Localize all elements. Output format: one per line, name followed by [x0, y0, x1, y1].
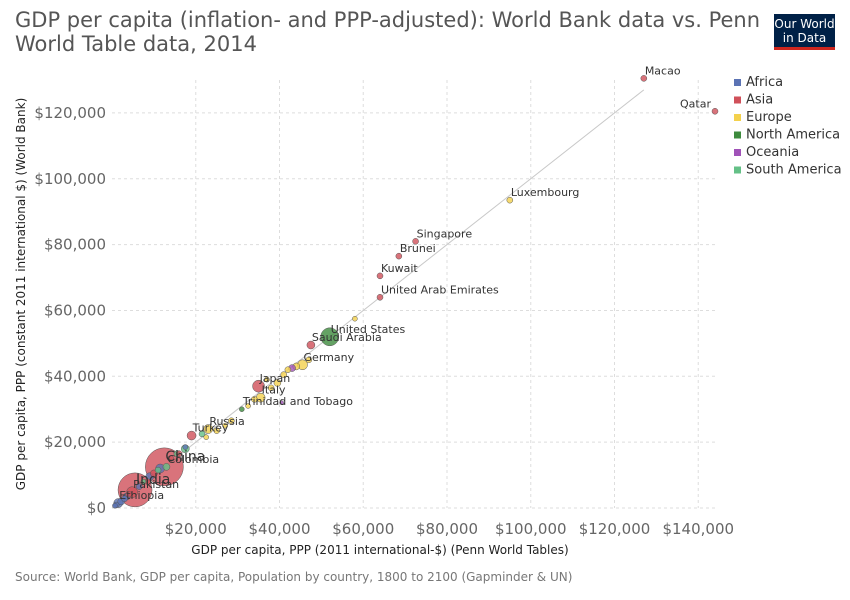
data-point[interactable] — [252, 379, 265, 393]
x-tick-label: $20,000 — [165, 520, 227, 538]
y-tick-label: $120,000 — [34, 104, 106, 122]
data-point[interactable] — [273, 379, 282, 387]
data-point[interactable] — [162, 463, 171, 471]
point-label: Colombia — [167, 453, 219, 466]
data-point[interactable] — [167, 455, 174, 462]
owid-logo[interactable]: Our World in Data — [774, 14, 835, 50]
legend-label[interactable]: Oceania — [746, 145, 799, 160]
source-note: Source: World Bank, GDP per capita, Popu… — [15, 570, 573, 584]
data-point[interactable] — [239, 406, 245, 412]
data-point[interactable] — [376, 294, 384, 301]
data-point[interactable] — [121, 495, 128, 503]
legend[interactable]: Africa Asia Europe North America Oceania Sout… — [734, 75, 842, 178]
point-label: Qatar — [680, 97, 711, 110]
data-point[interactable] — [395, 252, 403, 260]
data-point[interactable] — [284, 366, 292, 373]
legend-swatch[interactable] — [734, 149, 741, 156]
point-label: United Arab Emirates — [381, 283, 499, 296]
x-tick-label: $60,000 — [332, 520, 394, 538]
data-point[interactable] — [203, 424, 214, 434]
data-point[interactable] — [305, 356, 313, 364]
data-point[interactable] — [125, 490, 132, 498]
legend-label[interactable]: South America — [746, 163, 842, 178]
data-point[interactable] — [711, 108, 719, 115]
point-label: Germany — [304, 351, 355, 364]
x-tick-label: $40,000 — [248, 520, 310, 538]
x-axis-ticks: $20,000 $40,000 $60,000 $80,000 $100,000 $120… — [165, 520, 734, 538]
data-point[interactable] — [412, 238, 419, 245]
data-point[interactable] — [135, 483, 143, 490]
legend-swatch[interactable] — [734, 166, 741, 174]
data-point[interactable] — [245, 403, 251, 409]
legend-label[interactable]: North America — [746, 128, 840, 143]
legend-label[interactable]: Africa — [746, 75, 783, 90]
data-point[interactable] — [279, 400, 284, 405]
point-label: China — [165, 449, 205, 465]
data-point[interactable] — [198, 430, 206, 438]
x-axis-label: GDP per capita, PPP (2011 international-… — [191, 543, 568, 557]
y-tick-label: $0 — [87, 499, 106, 517]
y-tick-label: $80,000 — [44, 236, 106, 254]
data-point[interactable] — [376, 272, 384, 280]
legend-label[interactable]: Asia — [746, 93, 773, 108]
data-point[interactable] — [228, 417, 235, 425]
data-point[interactable] — [112, 502, 118, 509]
data-point[interactable] — [264, 376, 270, 383]
point-label: Japan — [259, 372, 291, 385]
y-tick-label: $20,000 — [44, 433, 106, 451]
data-point[interactable] — [352, 315, 358, 322]
legend-swatch[interactable] — [734, 114, 741, 121]
point-label: Italy — [262, 384, 286, 397]
point-label: Trinidad and Tobago — [242, 395, 353, 408]
x-tick-label: $120,000 — [579, 520, 651, 538]
point-label: Singapore — [417, 227, 473, 240]
data-point[interactable] — [306, 340, 316, 350]
data-point[interactable] — [203, 434, 209, 440]
x-tick-label: $100,000 — [495, 520, 567, 538]
chart-title: GDP per capita (inflation- and PPP-adjus… — [15, 8, 761, 56]
y-tick-label: $40,000 — [44, 367, 106, 385]
y-axis-label: GDP per capita, PPP (constant 2011 inter… — [14, 98, 28, 491]
data-point[interactable] — [320, 327, 339, 347]
data-point[interactable] — [251, 396, 258, 403]
point-label: Turkey — [192, 422, 229, 435]
y-tick-label: $60,000 — [44, 301, 106, 319]
x-tick-label: $140,000 — [662, 520, 734, 538]
point-label: Brunei — [400, 242, 436, 255]
point-label: Kuwait — [381, 262, 418, 275]
point-label: Luxembourg — [511, 186, 580, 199]
logo-line-2: in Data — [782, 31, 827, 45]
legend-swatch[interactable] — [734, 79, 741, 86]
data-point[interactable] — [186, 430, 197, 441]
logo-line-1: Our World — [774, 17, 835, 31]
point-label: Macao — [645, 64, 681, 77]
point-label: India — [136, 472, 170, 488]
data-point[interactable] — [182, 444, 189, 450]
point-label: United States — [331, 323, 406, 336]
data-point[interactable] — [280, 371, 287, 378]
data-point[interactable] — [140, 478, 147, 485]
point-labels: Macao Qatar Luxembourg Singapore Brunei Kuwai… — [119, 64, 711, 502]
legend-label[interactable]: Europe — [746, 110, 792, 125]
y-axis-ticks: $0 $20,000 $40,000 $60,000 $80,000 $100,000 $1… — [34, 104, 106, 517]
x-tick-label: $80,000 — [416, 520, 478, 538]
point-label: Ethiopia — [119, 489, 164, 502]
data-points — [112, 75, 719, 509]
point-label: Russia — [209, 415, 244, 428]
point-label: Pakistan — [133, 478, 179, 491]
data-point[interactable] — [640, 75, 648, 82]
data-point[interactable] — [213, 427, 220, 434]
data-point[interactable] — [222, 422, 228, 429]
point-label: Saudi Arabia — [312, 331, 382, 344]
legend-swatch[interactable] — [734, 131, 741, 139]
data-point[interactable] — [175, 450, 183, 457]
legend-swatch[interactable] — [734, 96, 741, 104]
data-point[interactable] — [154, 466, 162, 474]
y-tick-label: $100,000 — [34, 170, 106, 188]
data-point[interactable] — [267, 384, 275, 392]
data-point[interactable] — [506, 196, 514, 204]
